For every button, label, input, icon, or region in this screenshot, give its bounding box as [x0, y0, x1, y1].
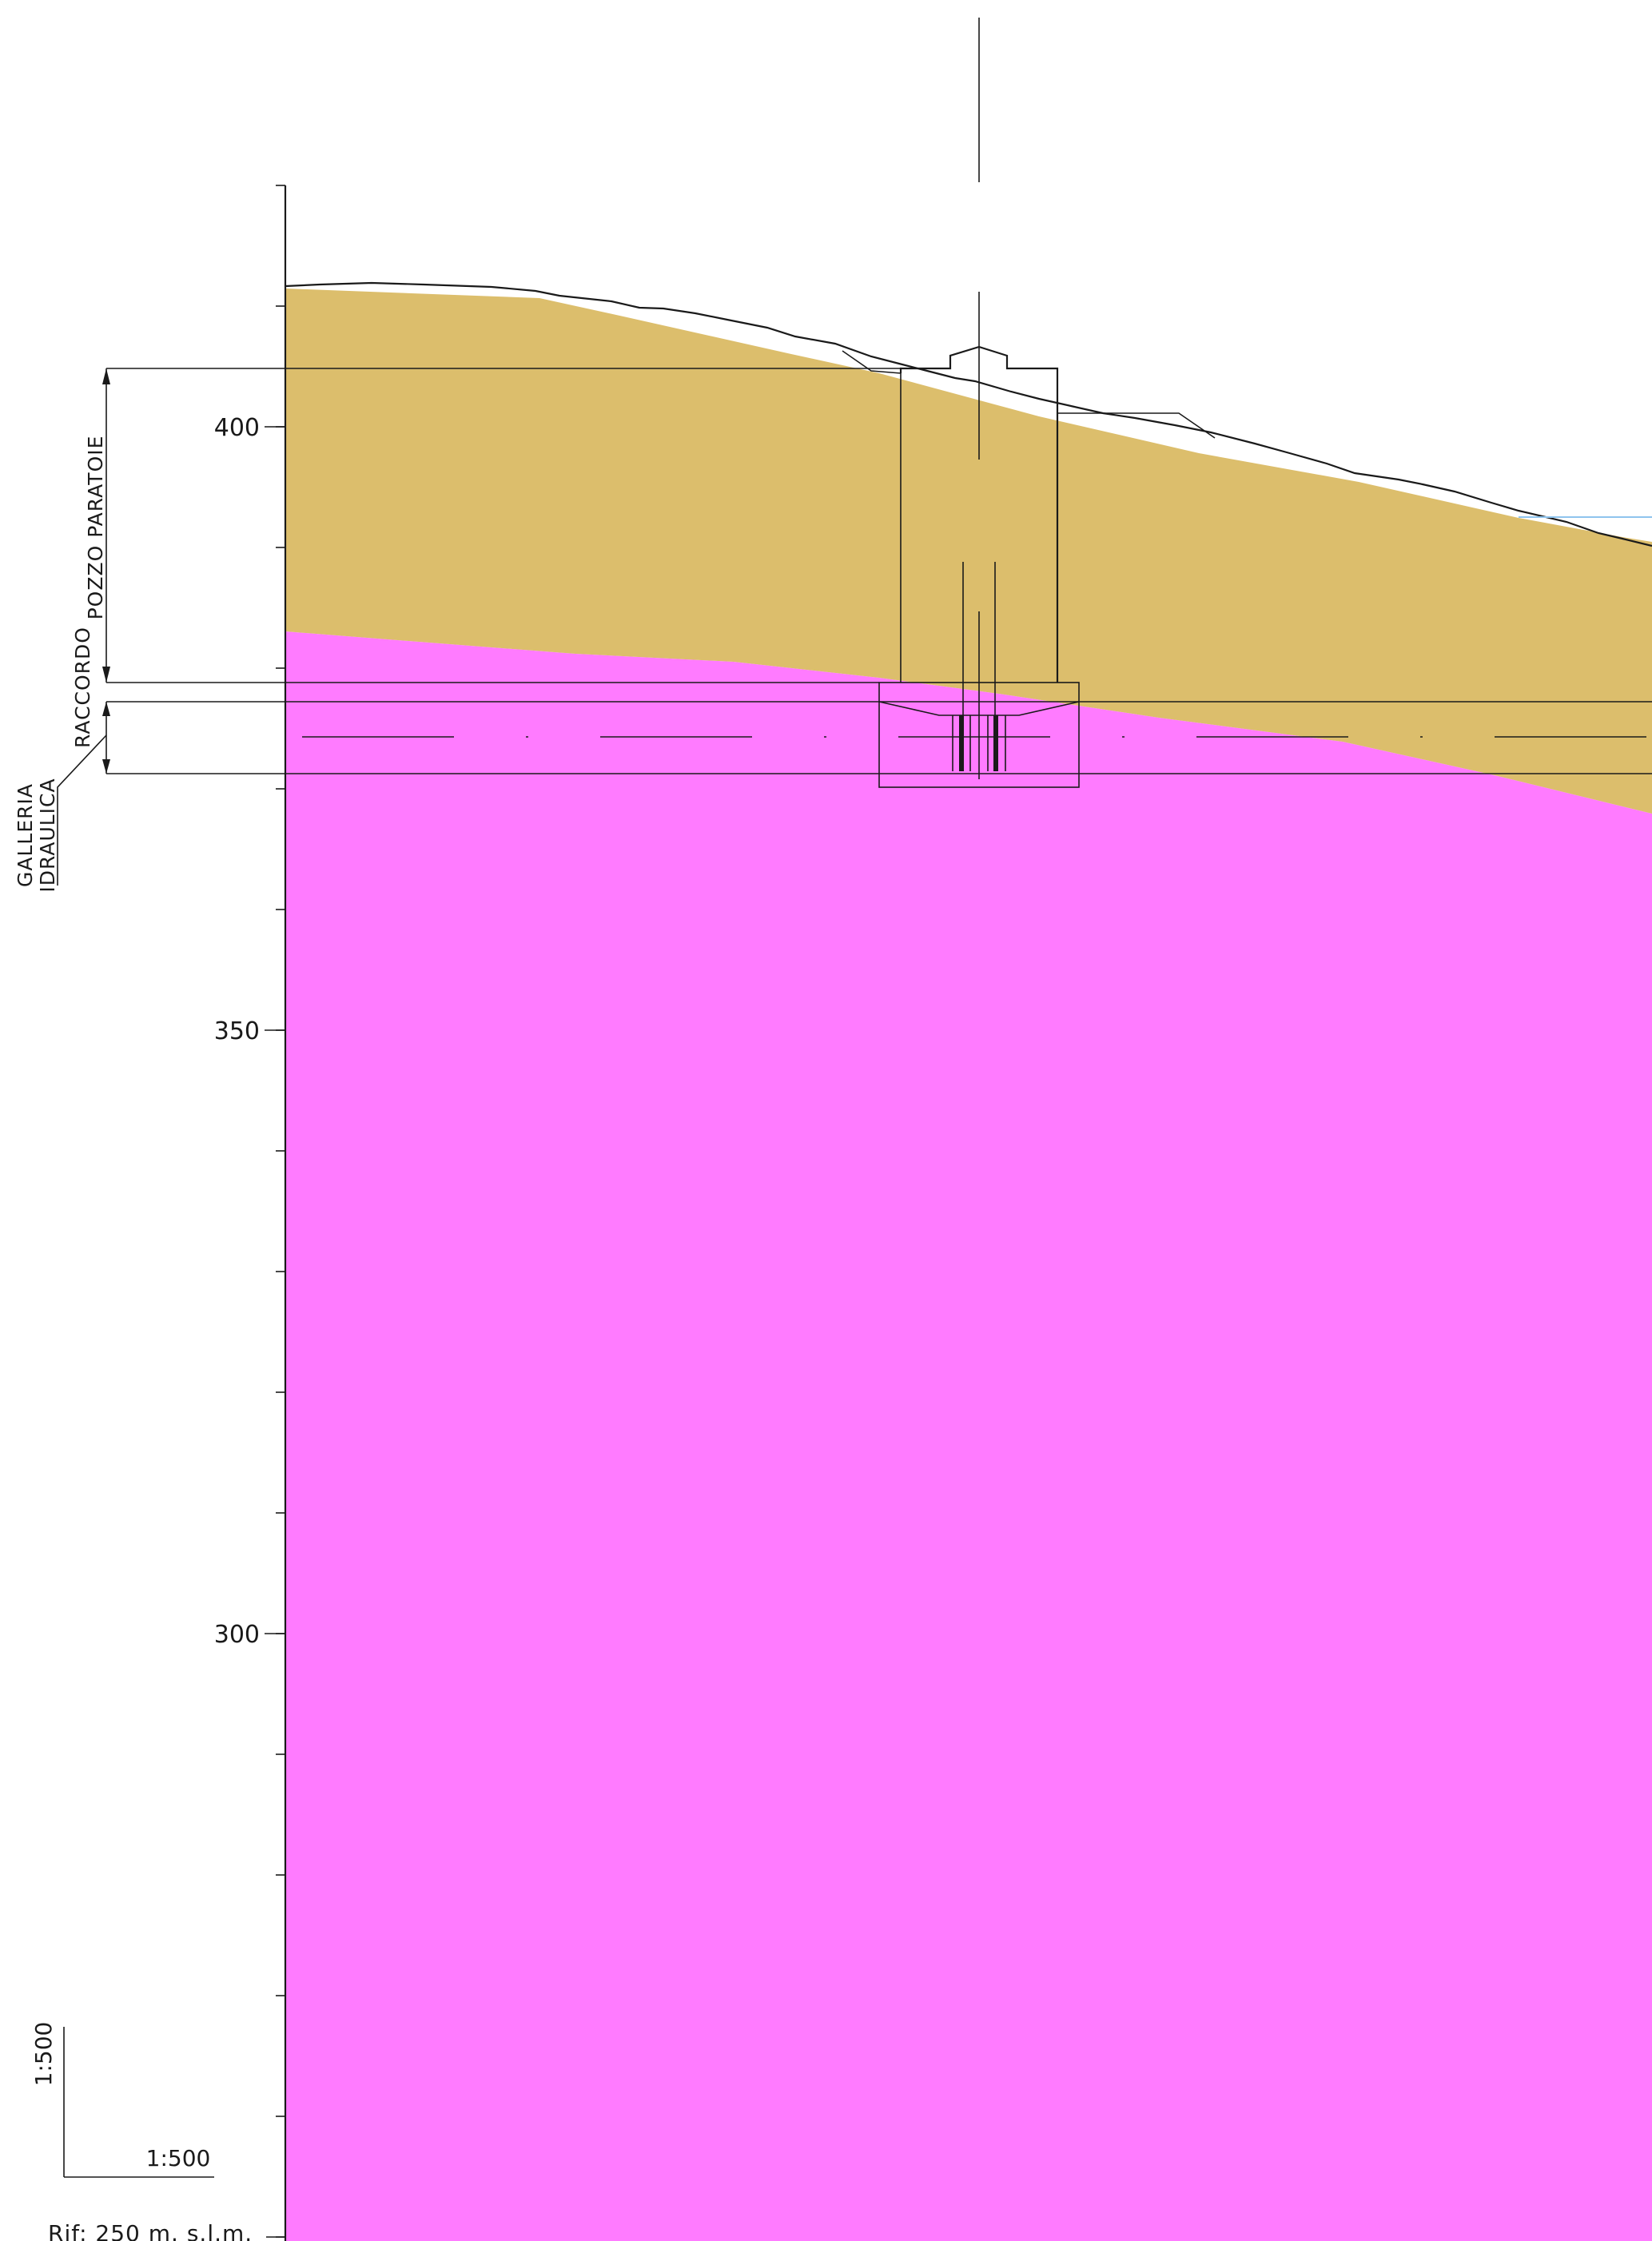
- elevation-tick-label: 300: [214, 1621, 260, 1649]
- galleria-label-line1: GALLERIA: [14, 783, 37, 887]
- raccordo-arrow-bottom: [102, 759, 110, 774]
- upper-soil-layer: [285, 289, 1652, 814]
- pozzo-label: POZZO PARATOIE: [84, 436, 107, 620]
- platform-line: [1057, 412, 1216, 439]
- elevation-tick-label: 400: [214, 414, 260, 442]
- raccordo-arrow-top: [102, 702, 110, 716]
- elevation-tick-label: 350: [214, 1017, 260, 1045]
- gate-chamber: [878, 682, 1080, 788]
- ground-profile: [285, 281, 1652, 547]
- pozzo-arrow-bottom: [102, 667, 110, 683]
- raccordo-label: RACCORDO: [71, 627, 94, 748]
- galleria-leader: [57, 734, 107, 886]
- elevation-major-ticks: 400 350 300: [214, 414, 285, 1649]
- lower-rock-layer: [285, 631, 1652, 2241]
- scale-vertical-label: 1:500: [30, 2022, 57, 2087]
- gate-chamber-hopper: [878, 701, 1080, 716]
- elevation-minor-ticks: [276, 185, 285, 2238]
- reference-level-label: Rif: 250 m. s.l.m.: [48, 2220, 253, 2241]
- scale-horizontal-label: 1:500: [146, 2145, 211, 2171]
- galleria-label-line2: IDRAULICA: [36, 778, 59, 892]
- surface-detail-line: [842, 350, 902, 374]
- pozzo-arrow-top: [102, 368, 110, 384]
